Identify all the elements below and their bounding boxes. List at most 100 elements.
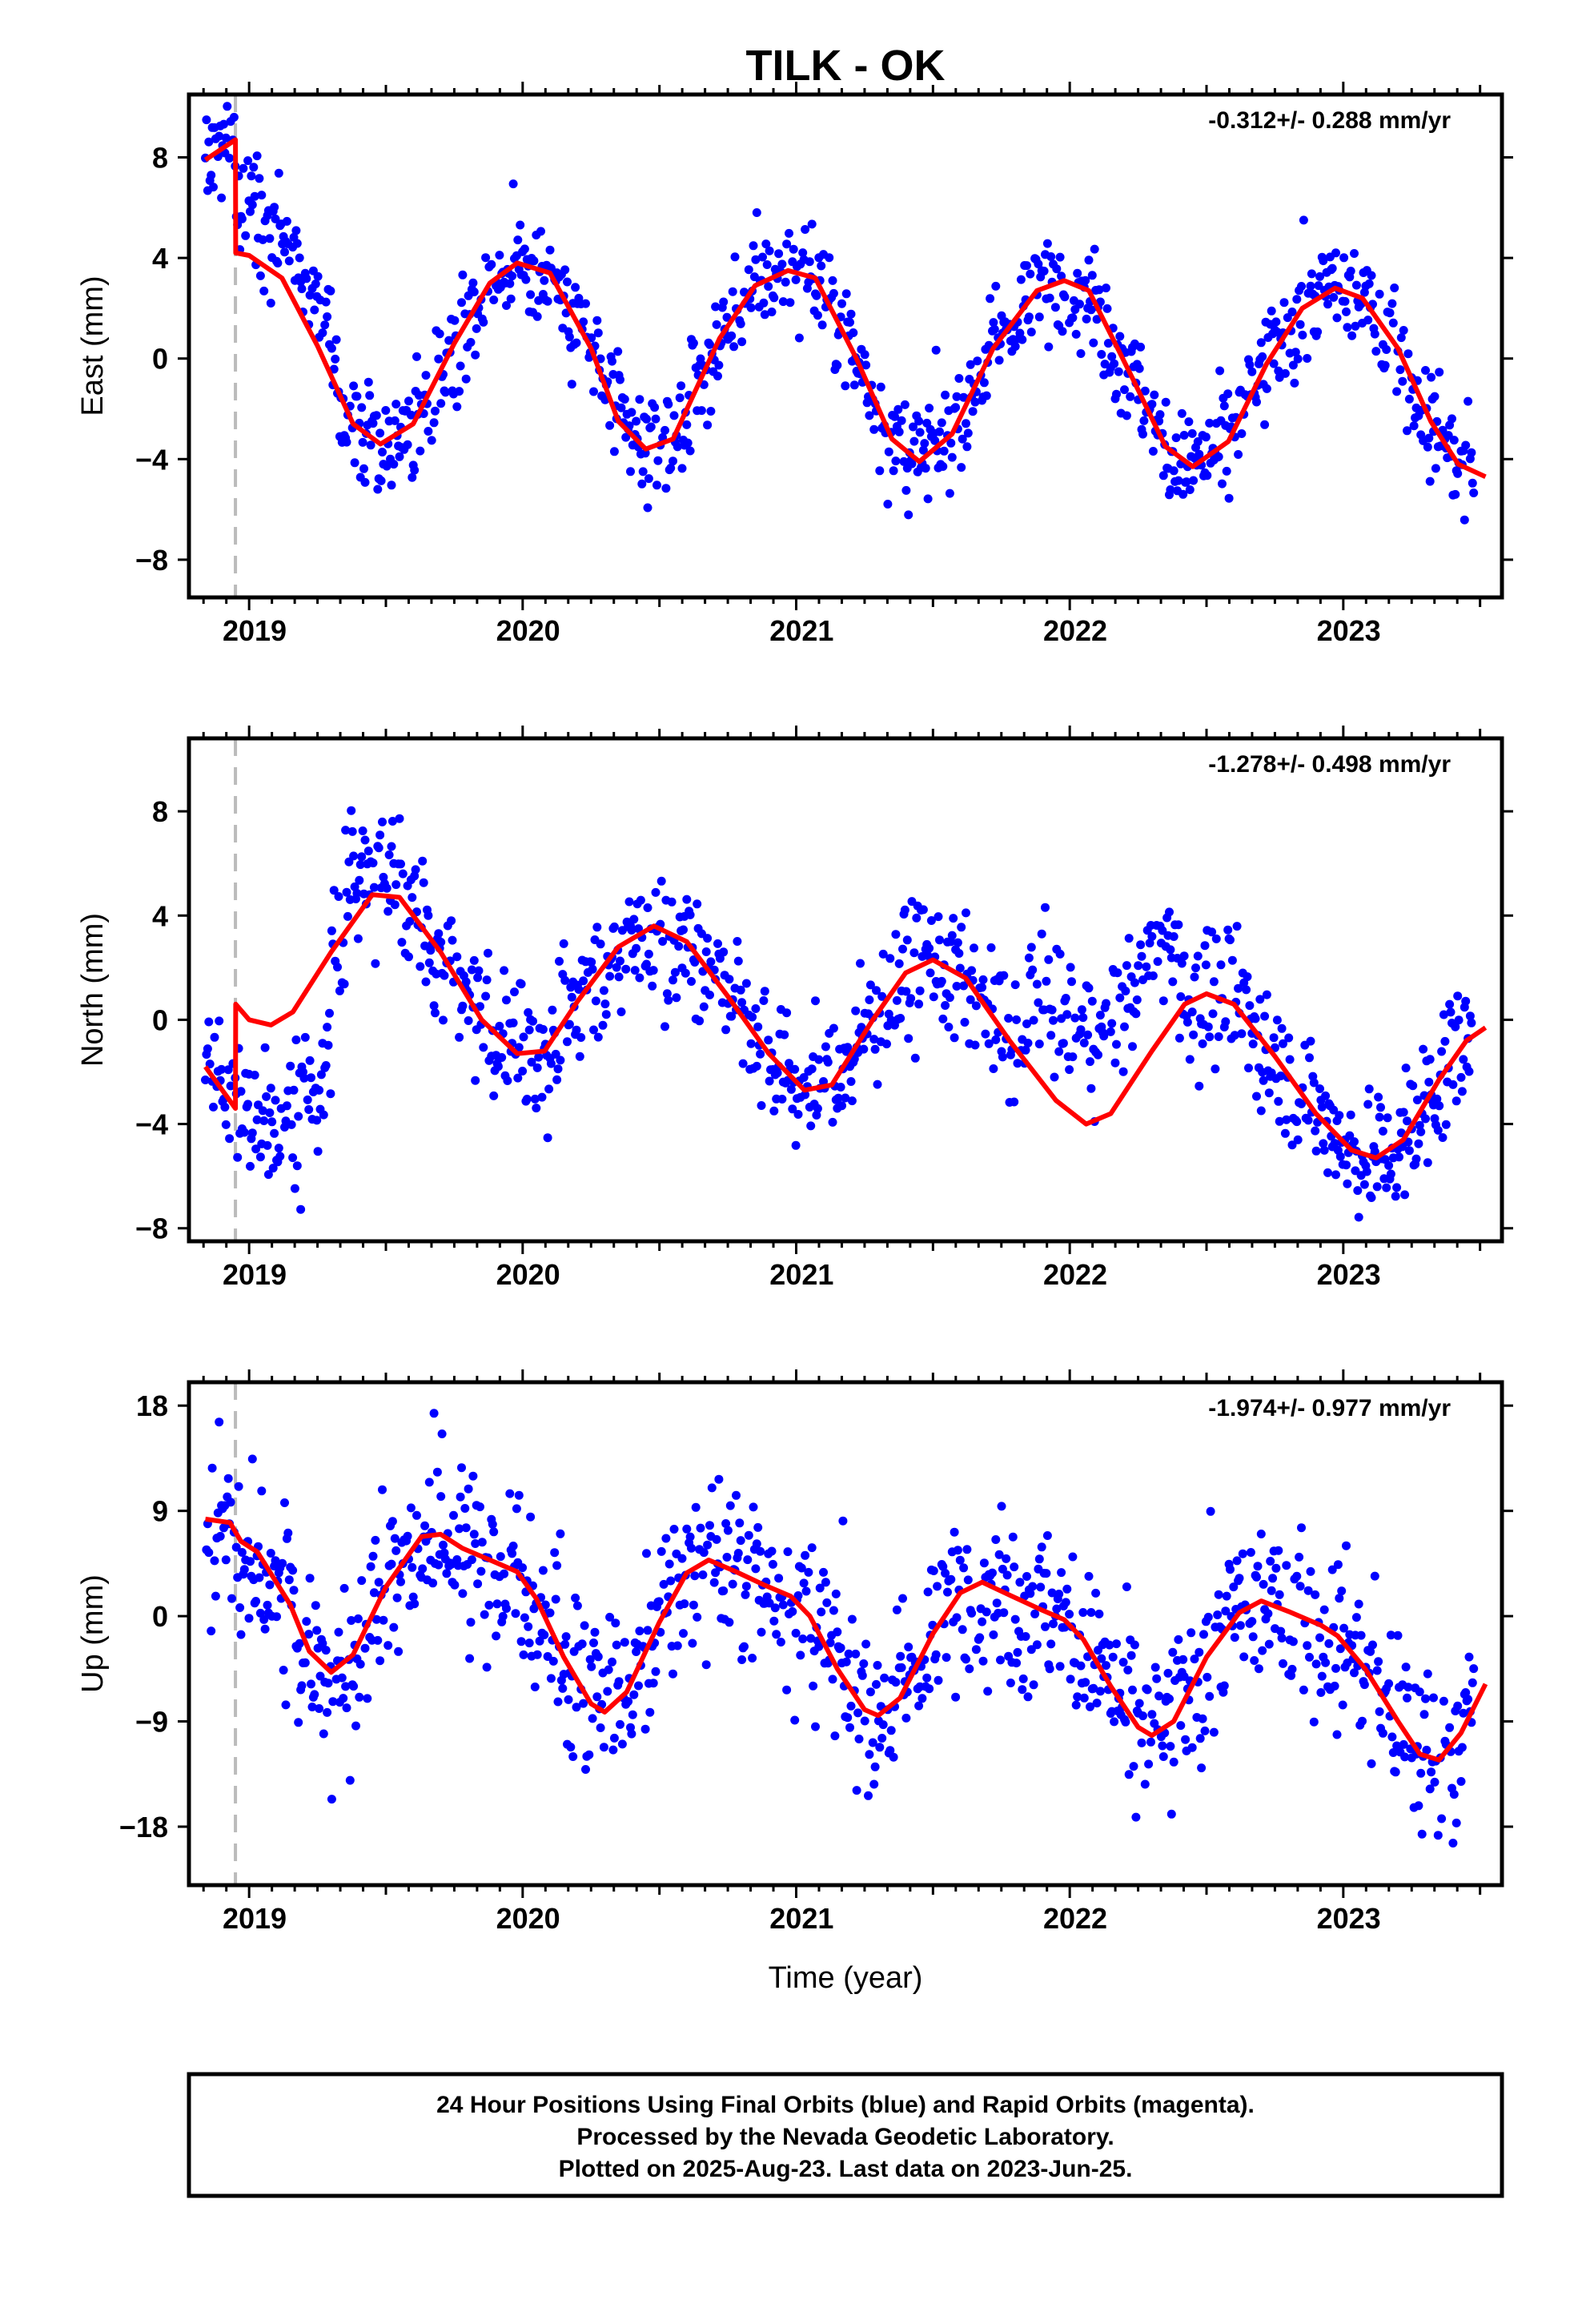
data-point — [1351, 1613, 1361, 1622]
data-point — [1350, 1668, 1359, 1678]
data-point — [799, 1073, 809, 1082]
data-point — [456, 1492, 465, 1502]
data-point — [998, 1564, 1007, 1574]
data-point — [345, 1775, 355, 1785]
data-point — [662, 989, 672, 999]
data-point — [395, 814, 404, 823]
data-point — [1150, 1663, 1160, 1672]
data-point — [513, 235, 523, 245]
data-point — [281, 1700, 291, 1710]
data-point — [207, 171, 216, 180]
data-point — [1115, 993, 1125, 1003]
data-point — [841, 289, 851, 299]
data-point — [1425, 1784, 1435, 1794]
data-point — [1112, 1639, 1121, 1649]
data-point — [1266, 1557, 1275, 1566]
data-point — [452, 952, 462, 962]
data-point — [239, 163, 248, 173]
data-point — [530, 1094, 540, 1104]
data-point — [1046, 252, 1056, 261]
data-point — [1423, 1158, 1432, 1168]
data-point — [1343, 1179, 1352, 1188]
data-point — [1207, 927, 1217, 937]
data-point — [1376, 1103, 1385, 1112]
data-point — [592, 316, 602, 325]
data-point — [876, 382, 885, 392]
data-point — [1045, 1664, 1054, 1674]
data-point — [381, 406, 391, 415]
data-point — [603, 1687, 612, 1696]
data-point — [357, 403, 367, 412]
data-point — [635, 395, 644, 404]
data-point — [476, 1502, 484, 1512]
data-point — [759, 996, 769, 1005]
data-point — [1353, 1186, 1363, 1196]
data-point — [1423, 1669, 1432, 1679]
data-point — [325, 1008, 334, 1018]
data-point — [403, 440, 412, 449]
x-tick-label: 2023 — [1317, 1902, 1381, 1935]
data-point — [1259, 1579, 1268, 1589]
data-point — [358, 826, 367, 835]
data-point — [769, 1106, 779, 1116]
data-point — [1223, 925, 1233, 935]
data-point — [970, 397, 980, 407]
data-point — [363, 1694, 372, 1703]
data-point — [1121, 1717, 1130, 1727]
data-point — [458, 270, 468, 279]
data-point — [1221, 1606, 1231, 1616]
data-point — [1307, 269, 1316, 279]
data-point — [526, 290, 536, 300]
data-point — [1306, 281, 1315, 291]
data-point — [921, 464, 930, 473]
data-point — [550, 1548, 560, 1558]
data-point — [259, 286, 269, 296]
model-line — [205, 1516, 1488, 1763]
data-point — [1099, 1031, 1109, 1041]
data-point — [950, 1527, 959, 1537]
data-point — [1264, 1088, 1274, 1098]
data-point — [1260, 1011, 1270, 1021]
data-point — [528, 1016, 537, 1026]
data-point — [859, 1659, 869, 1668]
data-point — [548, 1656, 558, 1666]
data-point — [1456, 1777, 1466, 1786]
data-point — [416, 962, 425, 971]
data-point — [725, 1618, 734, 1627]
data-point — [563, 1037, 572, 1047]
data-point — [1459, 1708, 1468, 1718]
data-point — [1079, 1693, 1089, 1703]
data-point — [1219, 1687, 1228, 1697]
data-point — [1400, 1190, 1410, 1200]
data-point — [910, 1053, 920, 1063]
data-point — [1391, 1192, 1400, 1201]
data-point — [689, 339, 698, 348]
data-point — [471, 350, 480, 360]
data-point — [616, 403, 626, 412]
data-point — [592, 1692, 602, 1702]
data-point — [474, 966, 484, 975]
data-point — [868, 1738, 877, 1747]
data-point — [764, 282, 773, 292]
data-point — [926, 916, 936, 925]
data-point — [1039, 267, 1049, 275]
data-point — [767, 1546, 777, 1556]
data-point — [1022, 1019, 1031, 1028]
data-point — [613, 347, 623, 356]
data-point — [556, 1055, 565, 1065]
data-point — [300, 1658, 310, 1667]
data-point — [1383, 1113, 1392, 1123]
data-point — [730, 252, 740, 262]
data-point — [873, 1661, 882, 1670]
data-point — [1330, 1681, 1339, 1691]
data-point — [680, 1599, 689, 1609]
data-point — [815, 1583, 825, 1593]
data-point — [280, 247, 289, 257]
data-point — [1106, 1027, 1115, 1036]
data-point — [982, 391, 991, 400]
data-point — [1061, 994, 1070, 1003]
data-point — [1124, 934, 1134, 943]
data-point — [286, 1061, 295, 1071]
data-point — [825, 1638, 835, 1647]
data-point — [785, 228, 793, 238]
